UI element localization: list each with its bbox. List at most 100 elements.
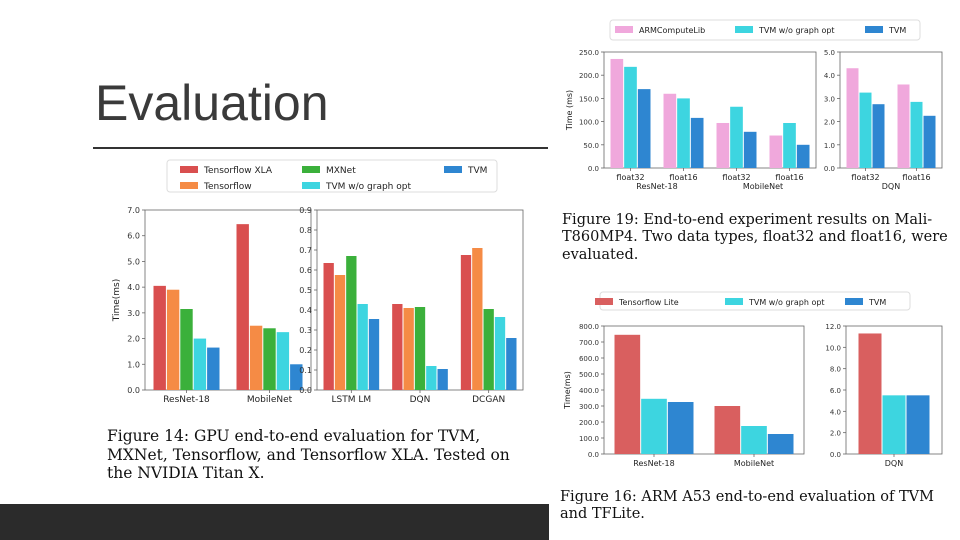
legend-label: Tensorflow Lite <box>618 298 679 307</box>
bar <box>677 98 690 168</box>
legend-label: TVM w/o graph opt <box>758 26 835 35</box>
bar <box>614 334 641 454</box>
mali-chart: ARMComputeLib TVM w/o graph opt TVM Time (m… <box>565 19 943 191</box>
y-tick-label: 1.0 <box>127 360 140 369</box>
bar <box>923 115 936 168</box>
bar <box>323 263 334 390</box>
bar <box>858 333 882 454</box>
figure-16-caption: Figure 16: ARM A53 end-to-end evaluation… <box>560 489 935 523</box>
y-tick-label: 0.3 <box>299 326 312 335</box>
bar <box>494 317 506 390</box>
legend-label: Tensorflow XLA <box>203 166 273 176</box>
slide-title: Evaluation <box>95 75 329 131</box>
legend-box <box>166 159 498 193</box>
legend-swatch <box>302 166 320 173</box>
y-tick-label: 0.0 <box>127 386 140 395</box>
x-tick-label: float16 <box>669 173 697 182</box>
bar <box>180 309 193 390</box>
legend-swatch <box>444 166 462 173</box>
y-tick-label: 3.0 <box>127 309 140 318</box>
bar <box>769 135 783 168</box>
y-axis-label: Time (ms) <box>565 90 574 131</box>
bar <box>882 395 906 454</box>
y-tick-label: 0.5 <box>299 286 312 295</box>
y-tick-label: 2.0 <box>824 119 835 127</box>
y-tick-label: 700.0 <box>579 339 599 347</box>
bar <box>357 304 368 390</box>
y-tick-label: 0.0 <box>830 451 841 459</box>
bar <box>624 66 637 168</box>
y-tick-label: 0.2 <box>299 346 312 355</box>
x-tick-label: MobileNet <box>247 395 293 405</box>
y-tick-label: 50.0 <box>583 142 599 150</box>
bar <box>207 347 220 390</box>
y-axis-label: Time(ms) <box>112 279 122 323</box>
bar <box>610 58 624 168</box>
legend-label: ARMComputeLib <box>639 26 705 35</box>
bar <box>783 122 796 168</box>
gpu-chart-panel: Tensorflow XLA Tensorflow MXNet TVM w/o gra… <box>107 152 527 414</box>
bar <box>767 434 794 454</box>
y-tick-label: 500.0 <box>579 371 599 379</box>
legend-swatch <box>302 182 320 189</box>
gpu-chart: Tensorflow XLA Tensorflow MXNet TVM w/o gra… <box>112 159 524 405</box>
bar <box>346 256 357 390</box>
y-tick-label: 5.0 <box>824 49 835 57</box>
legend-swatch <box>180 182 198 189</box>
legend-swatch <box>180 166 198 173</box>
footer-bar <box>0 504 549 540</box>
bar <box>368 319 380 390</box>
legend-label: TVM <box>868 298 886 307</box>
bar <box>637 89 651 168</box>
y-tick-label: 800.0 <box>579 323 599 331</box>
x-tick-label: LSTM LM <box>332 395 372 405</box>
legend-swatch <box>735 26 753 33</box>
legend-label: TVM <box>888 26 906 35</box>
legend-box <box>609 19 921 41</box>
y-tick-label: 12.0 <box>825 323 841 331</box>
legend-label: TVM w/o graph opt <box>748 298 825 307</box>
y-tick-label: 0.0 <box>588 451 599 459</box>
y-tick-label: 4.0 <box>127 283 140 292</box>
bar <box>437 369 448 390</box>
bar <box>506 338 517 390</box>
y-tick-label: 0.1 <box>299 366 312 375</box>
x-tick-label: DQN <box>410 395 431 405</box>
bar <box>249 325 263 390</box>
x-tick-label: float16 <box>902 173 930 182</box>
bar <box>641 398 667 454</box>
bar <box>483 309 494 390</box>
y-tick-label: 150.0 <box>579 95 599 103</box>
bar <box>392 304 403 390</box>
y-tick-label: 300.0 <box>579 403 599 411</box>
bar <box>193 338 207 390</box>
bar <box>153 285 166 390</box>
bar <box>690 117 704 168</box>
legend-swatch <box>725 298 743 305</box>
bar <box>741 426 767 454</box>
bar <box>276 332 290 390</box>
y-tick-label: 600.0 <box>579 355 599 363</box>
x-group-label: ResNet-18 <box>636 182 677 191</box>
bar <box>472 248 483 390</box>
y-tick-label: 100.0 <box>579 435 599 443</box>
y-tick-label: 6.0 <box>830 387 841 395</box>
bar <box>872 104 885 168</box>
figure-19-caption: Figure 19: End-to-end experiment results… <box>562 212 948 263</box>
bar <box>846 68 859 168</box>
y-tick-label: 400.0 <box>579 387 599 395</box>
x-tick-label: float16 <box>775 173 803 182</box>
bar <box>290 364 303 390</box>
y-tick-label: 7.0 <box>127 206 140 215</box>
y-tick-label: 250.0 <box>579 49 599 57</box>
bar <box>714 406 741 454</box>
y-tick-label: 2.0 <box>127 335 140 344</box>
bar <box>460 255 472 390</box>
bar <box>897 84 910 168</box>
x-tick-label: ResNet-18 <box>633 459 674 468</box>
legend-label: MXNet <box>326 166 356 176</box>
y-tick-label: 0.8 <box>299 226 312 235</box>
y-tick-label: 200.0 <box>579 72 599 80</box>
y-tick-label: 0.6 <box>299 266 312 275</box>
bar <box>910 101 923 168</box>
